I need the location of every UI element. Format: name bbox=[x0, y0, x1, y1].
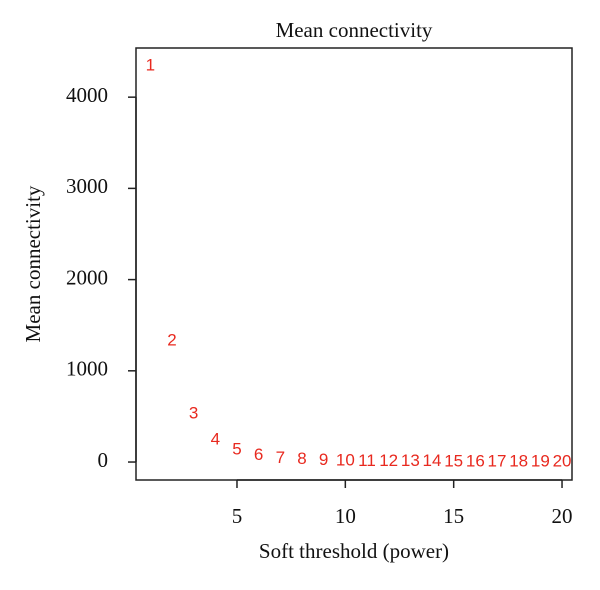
chart-title: Mean connectivity bbox=[276, 18, 433, 42]
point-label: 17 bbox=[488, 451, 507, 470]
x-tick-label: 15 bbox=[443, 504, 464, 528]
y-tick-label: 1000 bbox=[66, 357, 108, 381]
x-axis-label: Soft threshold (power) bbox=[259, 539, 449, 563]
plot-frame bbox=[135, 47, 573, 481]
point-label: 8 bbox=[297, 449, 306, 468]
point-label: 1 bbox=[146, 55, 155, 74]
x-tick-label: 20 bbox=[552, 504, 573, 528]
point-label: 6 bbox=[254, 445, 263, 464]
point-label: 4 bbox=[211, 430, 220, 449]
y-tick-label: 0 bbox=[98, 448, 109, 472]
point-label: 10 bbox=[336, 451, 355, 470]
y-axis-label: Mean connectivity bbox=[21, 185, 45, 342]
point-label: 18 bbox=[509, 451, 528, 470]
point-label: 16 bbox=[466, 451, 485, 470]
point-label: 12 bbox=[379, 451, 398, 470]
y-tick-label: 3000 bbox=[66, 174, 108, 198]
point-label: 3 bbox=[189, 404, 198, 423]
y-tick-label: 2000 bbox=[66, 265, 108, 289]
point-label: 5 bbox=[232, 440, 241, 459]
x-tick-label: 10 bbox=[335, 504, 356, 528]
y-tick-label: 4000 bbox=[66, 83, 108, 107]
point-label: 14 bbox=[423, 451, 442, 470]
point-label: 15 bbox=[444, 451, 463, 470]
point-label: 19 bbox=[531, 451, 550, 470]
x-tick-label: 5 bbox=[232, 504, 243, 528]
point-label: 7 bbox=[276, 448, 285, 467]
point-label: 11 bbox=[358, 451, 376, 470]
point-label: 13 bbox=[401, 451, 420, 470]
point-label: 9 bbox=[319, 450, 328, 469]
point-label: 20 bbox=[553, 451, 572, 470]
point-label: 2 bbox=[167, 330, 176, 349]
